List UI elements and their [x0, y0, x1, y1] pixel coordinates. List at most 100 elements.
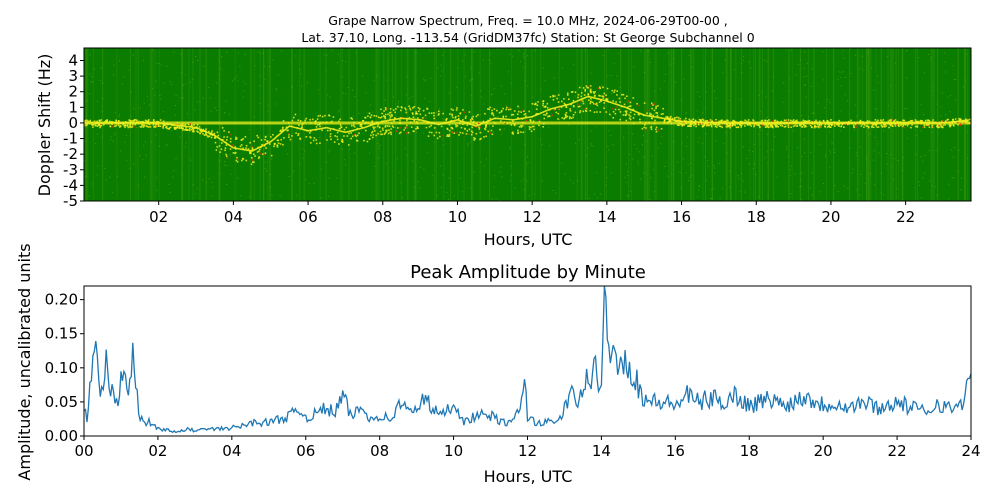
noise-speck: [219, 160, 221, 162]
trace-point: [608, 113, 611, 116]
trace-point: [577, 106, 580, 108]
noise-speck: [471, 78, 473, 80]
trace-point: [482, 120, 485, 123]
trace-point: [377, 123, 380, 126]
trace-point: [588, 99, 590, 102]
trace-point: [112, 126, 114, 128]
trace-point: [904, 126, 907, 129]
trace-point: [914, 121, 917, 123]
trace-point: [448, 129, 451, 132]
trace-point: [430, 124, 432, 127]
trace-point: [336, 135, 338, 138]
trace-point: [433, 134, 436, 137]
noise-speck: [640, 178, 642, 180]
trace-point: [256, 134, 258, 137]
trace-point: [625, 111, 628, 114]
noise-speck: [86, 100, 88, 102]
noise-speck: [211, 195, 213, 197]
trace-point: [385, 129, 387, 132]
trace-point: [478, 122, 480, 125]
noise-speck: [711, 83, 713, 85]
trace-point: [93, 123, 96, 125]
trace-point: [477, 114, 479, 116]
trace-point: [475, 115, 478, 118]
trace-point: [484, 112, 486, 115]
trace-point: [589, 85, 592, 87]
trace-point: [650, 126, 652, 129]
trace-point: [593, 95, 596, 97]
trace-point: [426, 122, 429, 124]
trace-point: [570, 103, 573, 106]
noise-speck: [890, 153, 892, 155]
trace-point: [542, 125, 545, 128]
amplitude-series-line: [83, 285, 972, 434]
trace-point: [490, 129, 493, 132]
trace-point: [295, 132, 297, 134]
noise-speck: [288, 175, 290, 177]
noise-speck: [238, 52, 240, 54]
trace-point: [710, 125, 713, 128]
noise-speck: [89, 93, 91, 95]
noise-speck: [384, 99, 386, 101]
trace-point: [478, 128, 481, 130]
trace-point: [862, 121, 864, 123]
noise-speck: [713, 165, 715, 167]
noise-speck: [680, 187, 682, 189]
noise-speck: [614, 63, 616, 65]
trace-point: [309, 136, 312, 139]
noise-speck: [935, 186, 937, 188]
noise-speck: [494, 175, 496, 177]
trace-point: [952, 124, 955, 126]
trace-point: [896, 123, 898, 126]
noise-speck: [352, 116, 354, 118]
trace-point: [594, 91, 596, 93]
trace-point: [937, 124, 939, 126]
trace-point: [769, 123, 772, 126]
noise-speck: [242, 96, 244, 98]
trace-point: [762, 124, 764, 127]
trace-point: [489, 117, 492, 120]
noise-speck: [326, 54, 328, 56]
noise-speck: [903, 157, 905, 159]
trace-point: [758, 125, 761, 128]
noise-speck: [377, 157, 379, 159]
trace-point: [774, 123, 776, 126]
trace-point: [802, 119, 805, 122]
trace-point: [189, 123, 191, 125]
trace-point: [350, 137, 352, 140]
trace-point: [578, 86, 581, 89]
trace-point: [678, 124, 680, 127]
trace-point: [456, 107, 458, 109]
noise-speck: [652, 169, 654, 171]
trace-point: [523, 110, 525, 112]
trace-point: [202, 128, 205, 131]
noise-speck: [555, 192, 557, 194]
trace-point: [286, 129, 289, 132]
noise-speck: [572, 182, 574, 184]
trace-point: [261, 143, 263, 146]
noise-speck: [354, 96, 356, 98]
noise-speck: [267, 105, 269, 107]
noise-speck: [561, 67, 563, 69]
x-tick-label: 08: [373, 208, 392, 226]
noise-speck: [518, 50, 520, 52]
trace-point: [276, 144, 279, 147]
noise-speck: [442, 144, 444, 146]
trace-point: [944, 124, 946, 126]
noise-speck: [478, 72, 480, 74]
trace-point: [509, 108, 512, 111]
trace-point: [557, 112, 560, 115]
noise-speck: [567, 107, 569, 109]
noise-speck: [873, 150, 875, 152]
noise-speck: [840, 110, 842, 112]
noise-speck: [259, 52, 261, 54]
trace-point: [614, 112, 617, 115]
noise-speck: [639, 50, 641, 52]
noise-speck: [790, 49, 792, 51]
noise-speck: [89, 54, 91, 56]
trace-point: [463, 111, 466, 114]
noise-speck: [686, 136, 688, 138]
noise-speck: [510, 165, 512, 167]
trace-point: [366, 140, 369, 143]
noise-speck: [205, 182, 207, 184]
